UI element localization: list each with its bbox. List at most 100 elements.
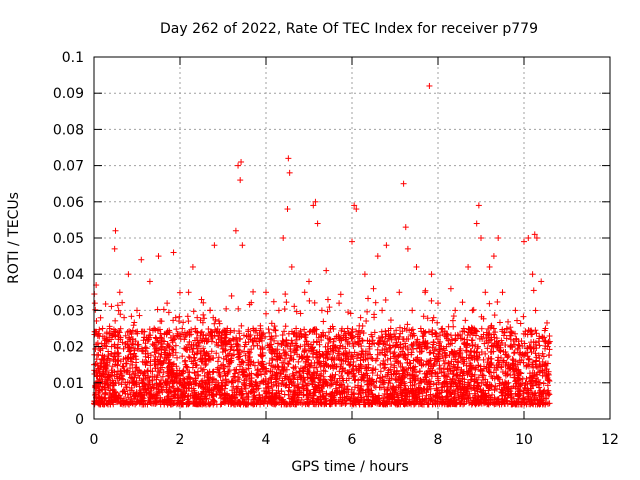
data-point — [154, 306, 161, 313]
data-point — [219, 328, 226, 335]
data-point — [185, 341, 192, 348]
data-point — [190, 354, 197, 361]
x-axis-label: GPS time / hours — [291, 459, 408, 475]
data-point — [409, 326, 416, 333]
data-point — [351, 384, 358, 391]
data-point — [482, 350, 489, 357]
data-point — [282, 291, 289, 298]
data-point — [152, 365, 159, 372]
data-point — [435, 300, 441, 307]
data-point — [179, 325, 186, 332]
data-point — [325, 329, 332, 336]
data-point — [232, 370, 239, 377]
y-tick-label: 0 — [75, 412, 84, 428]
data-point — [533, 330, 540, 337]
data-point — [330, 365, 337, 372]
data-point — [528, 327, 535, 334]
data-point — [392, 358, 399, 365]
data-point — [149, 341, 156, 348]
data-point — [500, 357, 507, 364]
data-point — [499, 289, 506, 296]
data-point — [498, 337, 505, 344]
data-point — [235, 162, 242, 169]
y-tick-label: 0.1 — [62, 50, 84, 66]
data-point — [400, 180, 407, 187]
data-point — [301, 326, 308, 333]
data-point — [545, 339, 552, 346]
data-point — [378, 328, 385, 335]
data-point — [546, 333, 553, 340]
data-point — [546, 352, 553, 359]
data-point — [382, 352, 389, 359]
data-point — [353, 328, 360, 335]
data-point — [176, 318, 183, 325]
data-point — [349, 326, 356, 333]
data-point — [318, 307, 325, 314]
data-point — [323, 390, 330, 397]
data-point — [136, 312, 143, 319]
data-point — [215, 333, 222, 340]
data-point — [469, 307, 476, 314]
data-point — [463, 347, 470, 354]
x-tick-label: 2 — [176, 432, 185, 448]
data-point — [200, 299, 207, 306]
data-point — [238, 322, 245, 329]
data-point — [125, 271, 132, 278]
data-point — [344, 325, 351, 332]
data-point — [410, 357, 417, 364]
data-point — [127, 374, 134, 381]
data-point — [284, 206, 291, 213]
data-point — [161, 331, 168, 338]
data-point — [391, 362, 398, 369]
data-point — [160, 306, 167, 313]
data-point — [371, 314, 378, 321]
data-point — [361, 271, 368, 278]
data-point — [216, 320, 223, 327]
y-axis-label: ROTI / TECUs — [6, 192, 22, 284]
data-point — [427, 349, 434, 356]
data-point — [445, 323, 452, 330]
data-point — [404, 321, 411, 328]
data-point — [194, 368, 201, 375]
data-point — [165, 360, 172, 367]
data-point — [382, 296, 389, 303]
data-point — [413, 263, 420, 270]
data-point — [396, 289, 403, 296]
data-point — [238, 158, 245, 165]
data-point — [387, 355, 394, 362]
data-point — [320, 318, 327, 325]
data-point — [146, 278, 153, 285]
data-point — [173, 326, 180, 333]
data-point — [185, 318, 192, 325]
data-point — [124, 390, 131, 397]
data-point — [532, 307, 539, 314]
x-tick-label: 12 — [601, 432, 619, 448]
data-point — [428, 297, 435, 304]
chart-title: Day 262 of 2022, Rate Of TEC Index for r… — [160, 21, 538, 37]
data-point — [291, 303, 298, 310]
data-point — [539, 334, 546, 341]
data-point — [266, 329, 273, 336]
data-point — [348, 335, 355, 342]
y-tick-label: 0.01 — [53, 376, 84, 392]
data-point — [438, 326, 445, 333]
data-point — [283, 299, 290, 306]
data-point — [108, 303, 115, 310]
data-point — [246, 333, 253, 340]
data-point — [285, 155, 292, 162]
data-point — [278, 341, 285, 348]
data-point — [268, 320, 275, 327]
data-point — [381, 390, 388, 397]
data-point — [521, 238, 527, 245]
data-point — [460, 325, 467, 332]
grid-lines — [94, 57, 610, 419]
data-point — [185, 353, 192, 360]
data-point — [424, 315, 431, 322]
data-point — [239, 242, 246, 249]
data-point — [350, 391, 357, 398]
data-point — [324, 308, 331, 315]
data-point — [373, 378, 380, 385]
data-point — [422, 289, 429, 296]
data-point — [306, 278, 312, 285]
data-point — [475, 202, 482, 209]
